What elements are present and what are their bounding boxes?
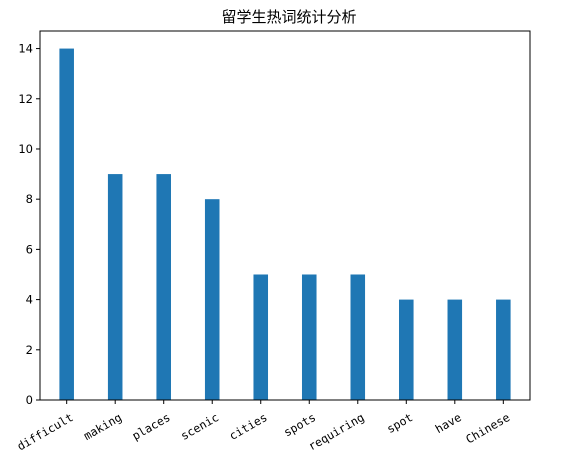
y-tick-label: 4: [26, 293, 33, 307]
y-tick-label: 10: [18, 142, 33, 156]
bar-cities: [253, 274, 269, 400]
bar-spot: [399, 299, 414, 400]
x-tick-label: cities: [227, 410, 270, 443]
y-axis: 0 2 4 6 8 10 12 14: [18, 42, 40, 407]
x-tick-label: Chinese: [463, 410, 512, 446]
x-tick-label: scenic: [178, 410, 221, 443]
x-tick-label: places: [130, 410, 173, 443]
x-tick-label: difficult: [15, 410, 76, 453]
y-tick-label: 6: [26, 242, 33, 256]
bar-requiring: [350, 274, 366, 400]
bars-layer: [59, 48, 511, 400]
y-tick-label: 12: [18, 92, 33, 106]
bar-places: [156, 174, 171, 400]
y-tick-label: 14: [18, 42, 33, 56]
x-tick-label: spot: [384, 410, 415, 436]
x-tick-label: spots: [281, 410, 318, 439]
x-tick-label: making: [81, 410, 124, 443]
bar-Chinese: [496, 299, 511, 400]
plot-area-frame: [39, 30, 531, 401]
bar-difficult: [59, 48, 74, 400]
bar-scenic: [204, 199, 220, 400]
chart-title: 留学生热词统计分析: [221, 8, 356, 26]
y-tick-label: 0: [26, 393, 33, 407]
bar-spots: [301, 274, 317, 400]
bar-have: [447, 299, 463, 400]
y-tick-label: 8: [26, 192, 33, 206]
bar-making: [107, 174, 123, 400]
x-axis: difficult making places scenic cities spotsre…: [15, 400, 512, 453]
x-tick-label: have: [433, 410, 464, 436]
y-tick-label: 2: [26, 343, 33, 357]
